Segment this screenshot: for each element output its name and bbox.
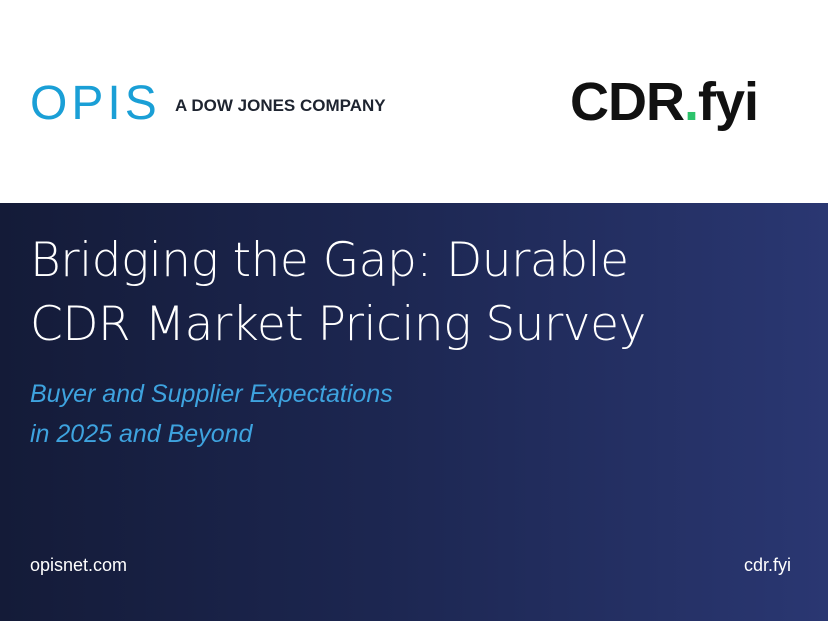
subtitle-line: Buyer and Supplier Expectations bbox=[30, 380, 393, 408]
header: OPIS A DOW JONES COMPANY CDR.fyi bbox=[0, 0, 828, 203]
footer-link: opisnet.com bbox=[30, 555, 128, 575]
opis-tagline: A DOW JONES COMPANY bbox=[175, 96, 386, 115]
hero bbox=[0, 203, 828, 621]
subtitle-line: in 2025 and Beyond bbox=[30, 420, 253, 448]
cdr-logo: CDR.fyi bbox=[570, 72, 759, 132]
title-line: CDR Market Pricing Survey bbox=[30, 297, 646, 352]
cdr-logo-dot: . bbox=[684, 72, 699, 132]
opis-logo: OPIS bbox=[30, 77, 161, 130]
footer-link: cdr.fyi bbox=[743, 555, 791, 575]
cdr-logo-part: CDR bbox=[570, 72, 685, 132]
title-line: Bridging the Gap: Durable bbox=[30, 233, 629, 288]
cdr-logo-part: fyi bbox=[698, 72, 759, 132]
